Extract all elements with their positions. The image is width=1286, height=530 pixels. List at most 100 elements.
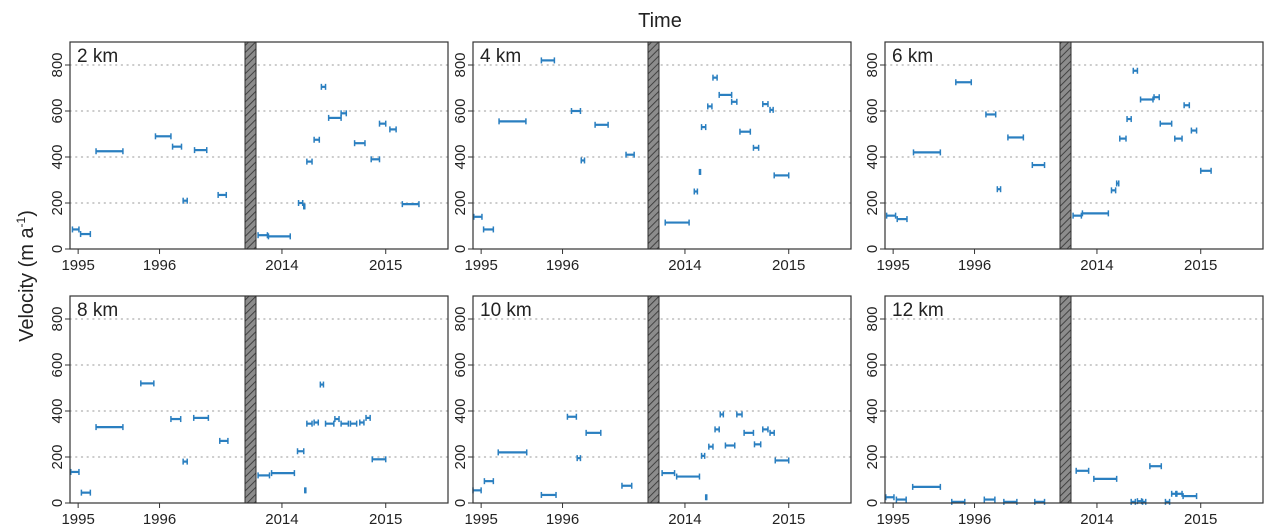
velocity-interval bbox=[985, 111, 997, 118]
panel-5: 0 200 400 600 800 1995 1996 2014 2015 10 km bbox=[452, 295, 852, 528]
y-tick-label: 200 bbox=[49, 190, 66, 215]
velocity-interval bbox=[753, 441, 762, 448]
velocity-interval bbox=[482, 226, 495, 233]
y-tick-label: 600 bbox=[452, 98, 469, 123]
velocity-interval bbox=[1174, 135, 1183, 142]
velocity-interval bbox=[769, 429, 775, 436]
y-tick-label: 800 bbox=[864, 306, 881, 331]
velocity-interval bbox=[483, 478, 495, 485]
panel-label: 12 km bbox=[892, 300, 944, 321]
velocity-interval bbox=[955, 79, 973, 86]
velocity-interval bbox=[661, 470, 676, 477]
panel-frame bbox=[472, 41, 852, 250]
velocity-interval bbox=[1176, 490, 1183, 497]
velocity-interval bbox=[983, 496, 996, 503]
velocity-interval bbox=[79, 231, 92, 238]
velocity-interval bbox=[730, 98, 738, 105]
figure-title: Time bbox=[638, 10, 682, 32]
velocity-interval bbox=[1130, 498, 1137, 505]
velocity-interval bbox=[752, 144, 760, 151]
y-tick-label: 400 bbox=[864, 398, 881, 423]
panel-6: 0 200 400 600 800 1995 1996 2014 2015 12 km bbox=[864, 295, 1264, 528]
time-break-bar bbox=[647, 41, 660, 250]
panel-frame bbox=[69, 41, 449, 250]
velocity-interval bbox=[340, 110, 348, 117]
velocity-interval bbox=[1149, 463, 1163, 470]
velocity-interval bbox=[371, 456, 387, 463]
velocity-interval bbox=[885, 494, 895, 501]
y-tick-label: 400 bbox=[49, 398, 66, 423]
y-tick-label: 600 bbox=[864, 352, 881, 377]
velocity-interval bbox=[353, 140, 366, 147]
velocity-interval bbox=[693, 188, 699, 195]
x-tick-label: 1996 bbox=[143, 257, 176, 274]
x-tick-label: 1995 bbox=[464, 257, 497, 274]
velocity-interval bbox=[71, 226, 80, 233]
velocity-interval bbox=[349, 420, 358, 427]
velocity-interval bbox=[1141, 498, 1147, 505]
velocity-interval bbox=[724, 442, 736, 449]
velocity-interval bbox=[154, 133, 172, 140]
velocity-interval bbox=[1075, 467, 1090, 474]
velocity-interval bbox=[769, 106, 774, 113]
y-tick-label: 200 bbox=[864, 444, 881, 469]
time-break-bar bbox=[1059, 295, 1072, 504]
velocity-interval bbox=[1183, 102, 1191, 109]
velocity-interval bbox=[739, 128, 752, 135]
y-tick-label: 600 bbox=[452, 352, 469, 377]
velocity-interval bbox=[80, 489, 92, 496]
velocity-interval bbox=[773, 172, 790, 179]
velocity-interval bbox=[306, 420, 313, 427]
y-tick-label: 800 bbox=[49, 306, 66, 331]
velocity-interval bbox=[570, 108, 582, 114]
y-tick-label: 400 bbox=[452, 398, 469, 423]
panel-frame bbox=[884, 295, 1264, 504]
x-tick-label: 2015 bbox=[369, 257, 402, 274]
x-tick-label: 2014 bbox=[265, 511, 298, 528]
velocity-interval bbox=[324, 420, 335, 427]
velocity-interval bbox=[1153, 94, 1160, 101]
velocity-interval bbox=[1007, 134, 1025, 141]
velocity-interval bbox=[885, 212, 897, 219]
velocity-interval bbox=[95, 148, 124, 155]
y-axis-label: Velocity (m a-1) bbox=[14, 210, 38, 342]
velocity-interval bbox=[625, 151, 635, 158]
velocity-interval bbox=[297, 200, 304, 206]
velocity-interval bbox=[762, 426, 769, 433]
x-tick-label: 1995 bbox=[464, 511, 497, 528]
velocity-interval bbox=[708, 443, 714, 450]
velocity-interval bbox=[1159, 120, 1173, 127]
velocity-interval bbox=[497, 449, 528, 456]
panel-label: 10 km bbox=[480, 300, 532, 321]
velocity-interval bbox=[736, 411, 743, 418]
panel-label: 6 km bbox=[892, 46, 933, 67]
x-tick-label: 2015 bbox=[772, 511, 805, 528]
velocity-interval bbox=[714, 426, 720, 433]
velocity-interval bbox=[700, 452, 706, 459]
velocity-interval bbox=[580, 157, 586, 164]
velocity-interval bbox=[327, 114, 342, 121]
y-tick-label: 600 bbox=[49, 98, 66, 123]
panel-frame bbox=[69, 295, 449, 504]
x-tick-label: 2014 bbox=[668, 511, 701, 528]
panel-3: 0 200 400 600 800 1995 1996 2014 2015 6 km bbox=[864, 41, 1264, 274]
x-tick-label: 2015 bbox=[1184, 511, 1217, 528]
y-tick-label: 200 bbox=[864, 190, 881, 215]
velocity-interval bbox=[576, 455, 582, 462]
velocity-interval bbox=[594, 121, 609, 128]
velocity-interval bbox=[192, 414, 210, 421]
x-tick-label: 1995 bbox=[876, 257, 909, 274]
panel-2: 0 200 400 600 800 1995 1996 2014 2015 4 km bbox=[452, 41, 852, 274]
y-tick-label: 400 bbox=[49, 144, 66, 169]
velocity-interval bbox=[401, 201, 420, 208]
y-tick-label: 200 bbox=[452, 190, 469, 215]
velocity-interval bbox=[1115, 180, 1120, 187]
time-break-bar bbox=[647, 295, 660, 504]
velocity-interval bbox=[302, 203, 306, 210]
velocity-interval bbox=[1126, 116, 1132, 123]
velocity-interval bbox=[140, 380, 155, 387]
velocity-interval bbox=[1081, 210, 1110, 217]
x-tick-label: 2014 bbox=[668, 257, 701, 274]
velocity-interval bbox=[675, 473, 701, 480]
